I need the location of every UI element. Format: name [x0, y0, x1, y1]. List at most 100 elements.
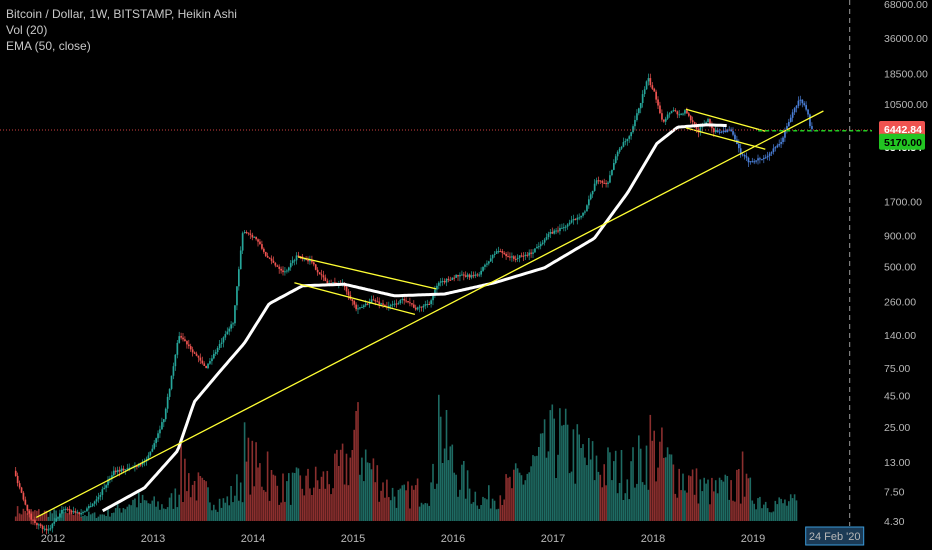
volume-bar: [276, 485, 279, 521]
volume-bar: [338, 466, 340, 521]
candle: [332, 282, 334, 284]
candle: [547, 233, 550, 237]
candle: [38, 524, 40, 526]
volume-bar: [639, 448, 642, 521]
volume-bar: [664, 457, 667, 521]
volume-bar: [430, 482, 432, 521]
candle: [76, 512, 79, 514]
candle: [507, 256, 509, 258]
y-tick-label: 75.00: [884, 363, 910, 375]
trendline-5[interactable]: [685, 127, 766, 150]
volume-bar: [45, 510, 48, 521]
volume-bar: [22, 508, 25, 521]
candle: [245, 232, 248, 233]
candle: [582, 212, 584, 216]
candle: [605, 183, 607, 185]
candle: [747, 157, 750, 163]
candle: [634, 120, 636, 127]
volume-bar: [730, 480, 732, 521]
legend-volume[interactable]: Vol (20): [6, 23, 48, 37]
candle: [774, 147, 777, 149]
volume-bar: [570, 471, 573, 521]
volume-bar: [789, 494, 792, 521]
candle: [314, 264, 317, 270]
volume-bar: [605, 485, 607, 521]
candle: [99, 494, 102, 497]
volume-bar: [126, 506, 129, 521]
volume-bar: [784, 499, 786, 521]
candle: [49, 528, 52, 530]
ema-50-line[interactable]: [101, 123, 727, 513]
candle: [666, 114, 669, 119]
candle: [795, 105, 798, 109]
volume-bar: [361, 457, 363, 521]
volume-bar: [247, 437, 250, 521]
candle: [689, 115, 692, 121]
candle: [316, 269, 319, 273]
volume-bar: [147, 503, 150, 521]
volume-bar: [378, 501, 380, 521]
volume-bar: [189, 497, 192, 521]
volume-bar: [274, 475, 277, 521]
candle: [214, 352, 217, 354]
crosshair-date-label: 24 Feb '20: [809, 531, 861, 543]
volume-bar: [657, 467, 659, 521]
candle: [155, 438, 157, 444]
time-axis: 2012 2013 2014 2015 2016 2017 2018 2019: [41, 533, 765, 545]
candle: [434, 289, 436, 296]
candle: [395, 303, 398, 305]
volume-bar: [622, 500, 625, 521]
candle: [39, 524, 42, 526]
volume-bar: [522, 484, 525, 521]
trendline-3[interactable]: [294, 282, 416, 316]
candle: [168, 388, 171, 397]
trendline-1[interactable]: [36, 110, 824, 518]
candle: [589, 194, 592, 200]
candle: [811, 126, 813, 130]
volume-bar: [332, 488, 334, 521]
volume-bar: [666, 447, 669, 521]
volume-bar: [207, 487, 209, 521]
trendline-2[interactable]: [298, 256, 437, 290]
candle: [95, 499, 98, 502]
candle: [539, 244, 542, 247]
candle: [207, 363, 209, 369]
volume-bar: [505, 474, 507, 521]
volume-bar: [303, 495, 305, 521]
candle: [274, 262, 277, 266]
candle: [159, 429, 161, 434]
volume-bar: [409, 508, 411, 521]
legend-ema[interactable]: EMA (50, close): [6, 39, 91, 53]
candle: [257, 239, 259, 242]
candle: [193, 352, 196, 354]
volume-bar: [280, 502, 282, 521]
volume-bar: [713, 491, 715, 521]
volume-bar: [739, 503, 742, 521]
crosshair-date-badge: [805, 526, 865, 546]
candle: [520, 255, 523, 257]
volume-bar: [491, 498, 494, 521]
legend-symbol[interactable]: Bitcoin / Dollar, 1W, BITSTAMP, Heikin A…: [6, 7, 237, 21]
candle: [388, 305, 390, 307]
candle: [47, 529, 50, 531]
volume-bar: [41, 513, 44, 521]
price-badge-label: 6442.84: [884, 124, 922, 136]
candle: [26, 504, 29, 511]
volume-bar: [370, 469, 373, 521]
candle: [366, 303, 369, 305]
candle: [503, 252, 506, 254]
candle: [324, 277, 327, 281]
candle: [457, 275, 459, 277]
volume-bar: [14, 516, 17, 521]
volume-bar: [391, 487, 394, 521]
candle: [413, 304, 415, 308]
candle: [620, 146, 623, 149]
candle: [643, 89, 646, 95]
candle: [616, 151, 619, 157]
trendline-4[interactable]: [685, 108, 766, 132]
candle: [280, 268, 282, 271]
candle: [478, 274, 481, 276]
candle: [518, 255, 521, 258]
volume-bar: [286, 481, 288, 521]
